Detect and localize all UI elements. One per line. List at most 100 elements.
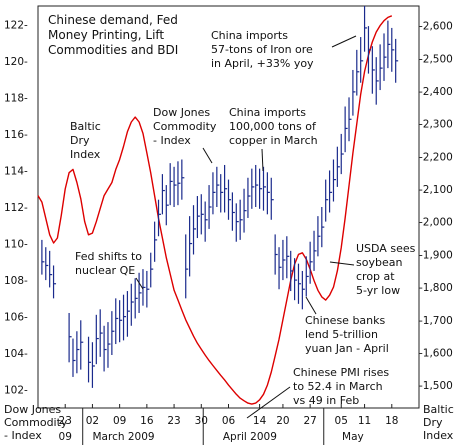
china-copper-note: China imports 100,000 tons of copper in … — [229, 106, 318, 172]
commodity-index-bar — [328, 170, 333, 213]
right-tick-label: -2,500 — [419, 53, 453, 65]
commodity-index-bar — [138, 272, 142, 313]
commodity-index-bar — [165, 185, 169, 226]
right-tick-label: -1,700 — [419, 315, 453, 327]
annotation-pointer — [331, 35, 357, 48]
commodity-index-bar — [196, 196, 200, 239]
commodity-index-bar — [274, 234, 278, 275]
annotation-line: China imports — [229, 106, 306, 119]
annotation-line: soybean — [356, 256, 402, 269]
commodity-index-bar — [282, 239, 286, 281]
left-tick-label: 114- — [4, 165, 28, 177]
commodity-index-bar — [192, 205, 197, 255]
annotation-pointer — [305, 296, 317, 315]
left-tick-label: 108- — [4, 275, 28, 287]
right-tick-label: -2,400 — [419, 86, 453, 98]
commodity-index-bar — [157, 199, 162, 237]
commodity-index-bar — [383, 33, 387, 81]
commodity-index-bar — [80, 320, 84, 370]
dow-jones-commodity-label: Dow Jones Commodity - Index — [153, 106, 217, 164]
left-tick-label: 102- — [4, 385, 28, 397]
commodity-index-bar — [185, 234, 189, 299]
commodity-index-bar — [130, 283, 134, 326]
annotation-line: 100,000 tons of — [229, 120, 317, 133]
x-day-label: 20 — [276, 415, 289, 427]
title-line: Chinese demand, Fed — [48, 13, 178, 27]
china-iron-ore-note: China imports 57-tons of Iron ore in Apr… — [211, 29, 357, 70]
commodity-index-bar — [91, 342, 95, 388]
x-day-label: 06 — [222, 415, 236, 427]
right-tick-label: -2,600 — [419, 21, 453, 33]
commodity-index-bar — [387, 20, 391, 69]
commodity-index-bar — [76, 331, 80, 374]
annotation-line: Dry — [70, 134, 90, 147]
left-tick-label: 110- — [4, 239, 28, 251]
commodity-index-bar — [243, 188, 247, 233]
axis-title-line: - Index — [4, 429, 42, 442]
commodity-index-bar — [348, 97, 352, 142]
commodity-index-bar — [161, 174, 165, 215]
dow-jones-commodity-series — [41, 6, 399, 388]
commodity-index-bar — [321, 207, 325, 248]
commodity-index-bar — [227, 179, 231, 220]
axis-title-line: Dow Jones — [4, 403, 61, 416]
x-day-label: 23 — [167, 415, 180, 427]
right-tick-label: -2,200 — [419, 151, 453, 163]
x-month-label: April 2009 — [223, 431, 277, 443]
commodity-index-bar — [262, 166, 266, 211]
commodity-index-bar — [134, 278, 138, 319]
x-month-label: March 2009 — [92, 431, 154, 443]
x-day-label: 23 — [59, 415, 72, 427]
annotation-line: Index — [70, 148, 101, 161]
annotation-pointer — [246, 386, 291, 419]
commodity-index-bar — [286, 236, 290, 279]
commodity-index-bar — [231, 192, 235, 231]
annotation-pointer — [329, 261, 355, 266]
commodity-index-bar — [208, 185, 212, 229]
commodity-index-bar — [391, 27, 395, 72]
chart-title: Chinese demand, Fed Money Printing, Lift… — [48, 13, 178, 57]
commodity-index-bar — [313, 230, 317, 271]
commodity-index-bar — [340, 133, 344, 175]
annotation-line: - Index — [153, 134, 191, 147]
commodity-index-bar — [367, 26, 371, 74]
commodity-index-bar — [200, 194, 204, 235]
commodity-index-bar — [255, 164, 259, 207]
annotation-line: vs 49 in Feb — [293, 394, 359, 407]
x-day-label: 27 — [303, 415, 316, 427]
annotation-line: Chinese PMI rises — [293, 366, 389, 379]
right-tick-label: -2,100 — [419, 184, 453, 196]
commodity-index-bar — [270, 177, 274, 220]
commodity-index-bar — [212, 172, 216, 215]
annotation-line: Dow Jones — [153, 106, 210, 119]
annotation-line: in April, +33% yoy — [211, 57, 314, 70]
commodity-index-bar — [352, 69, 356, 116]
commodity-index-bar — [45, 247, 49, 281]
annotation-line: lend 5-trillion — [305, 328, 378, 341]
right-tick-label: -2,000 — [419, 217, 453, 229]
commodity-index-bar — [95, 314, 99, 365]
x-day-label: 11 — [358, 415, 371, 427]
commodity-index-bar — [189, 216, 193, 277]
commodity-index-bar — [72, 338, 76, 377]
axis-title-line: Index — [423, 429, 454, 442]
commodity-index-bar — [251, 168, 255, 209]
commodity-index-bar — [278, 247, 282, 290]
left-tick-label: 118- — [4, 92, 28, 104]
right-axis-title: Baltic Dry Index — [423, 403, 454, 442]
commodity-index-bar — [235, 203, 239, 242]
commodity-index-bar — [239, 199, 243, 240]
baltic-dry-index-label: Baltic Dry Index — [70, 120, 101, 161]
annotation-line: to 52.4 in March — [293, 380, 383, 393]
annotation-line: crop at — [356, 270, 395, 283]
commodity-index-bar — [169, 163, 173, 206]
commodity-index-bar — [99, 309, 103, 357]
baltic-dry-index-series — [37, 15, 393, 405]
commodity-index-bar — [360, 37, 364, 83]
commodity-index-bar — [68, 312, 72, 363]
left-tick-label: 112- — [4, 202, 28, 214]
commodity-index-bar — [103, 325, 107, 372]
x-day-label: 16 — [140, 415, 154, 427]
annotation-line: Commodity — [153, 120, 217, 133]
